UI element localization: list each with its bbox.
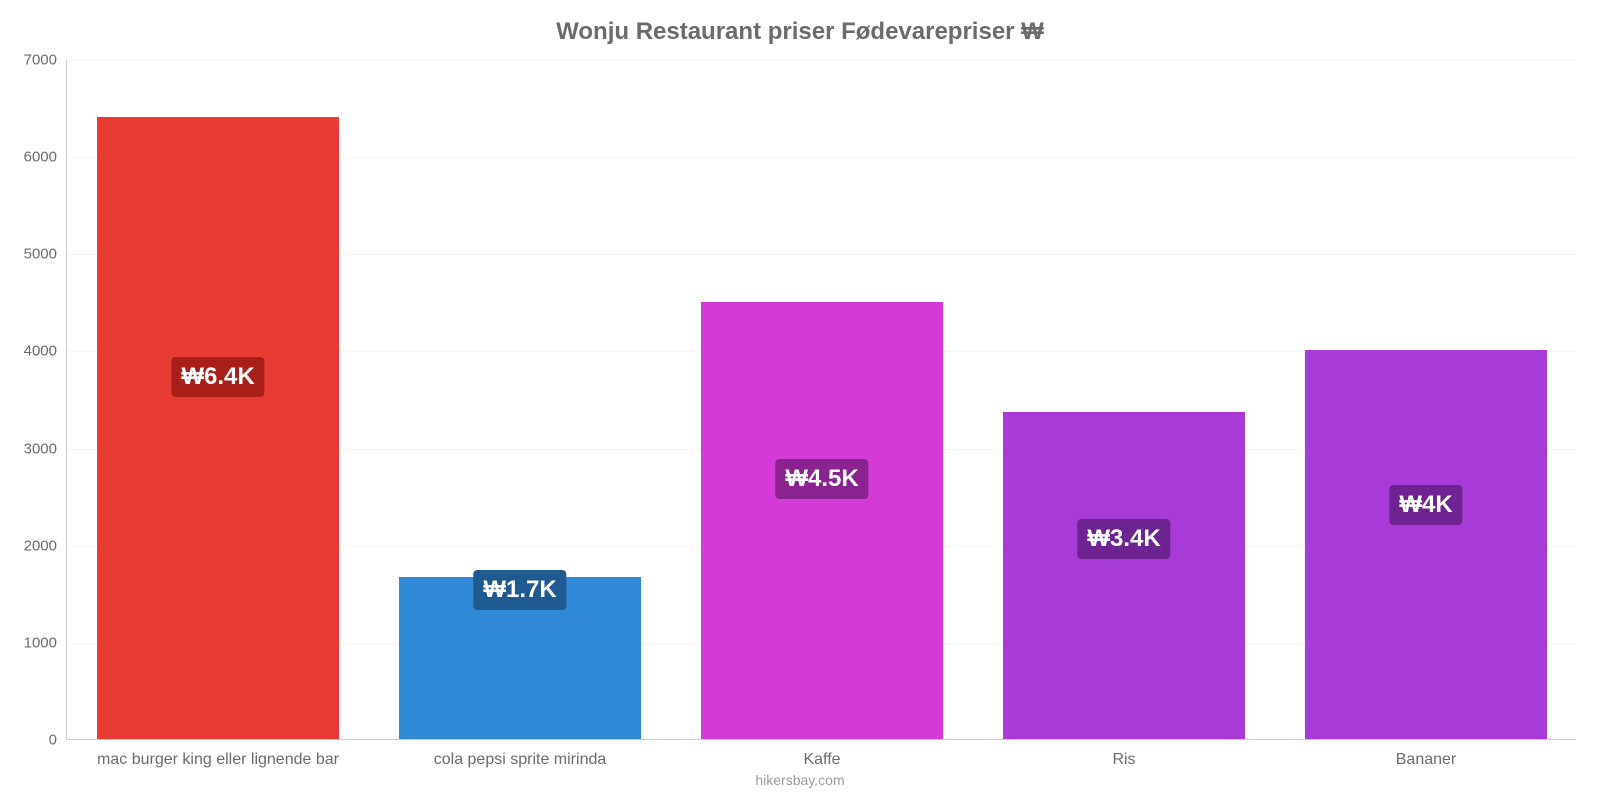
- y-tick-label: 0: [49, 732, 57, 749]
- value-badge: ₩6.4K: [171, 357, 264, 397]
- value-badge: ₩4.5K: [775, 459, 868, 499]
- chart-title: Wonju Restaurant priser Fødevarepriser ₩: [0, 18, 1600, 46]
- value-badge: ₩3.4K: [1077, 519, 1170, 559]
- x-tick-label: Ris: [1112, 751, 1135, 769]
- bar: [1305, 350, 1547, 739]
- plot-area: 01000200030004000500060007000₩6.4Kmac bu…: [66, 60, 1576, 740]
- y-tick-label: 7000: [24, 52, 57, 69]
- x-tick-label: cola pepsi sprite mirinda: [434, 751, 607, 769]
- x-tick-label: Bananer: [1396, 751, 1457, 769]
- bar: [701, 302, 943, 739]
- x-tick-label: mac burger king eller lignende bar: [97, 751, 339, 769]
- x-tick-label: Kaffe: [803, 751, 840, 769]
- y-tick-label: 1000: [24, 634, 57, 651]
- y-tick-label: 3000: [24, 440, 57, 457]
- y-tick-label: 4000: [24, 343, 57, 360]
- value-badge: ₩4K: [1389, 485, 1462, 525]
- attribution-text: hikersbay.com: [0, 772, 1600, 788]
- bar: [97, 117, 339, 739]
- value-badge: ₩1.7K: [473, 570, 566, 610]
- y-tick-label: 5000: [24, 246, 57, 263]
- y-tick-label: 6000: [24, 149, 57, 166]
- grid-line: [67, 60, 1576, 61]
- bar: [1003, 412, 1245, 739]
- chart-container: Wonju Restaurant priser Fødevarepriser ₩…: [0, 0, 1600, 800]
- y-tick-label: 2000: [24, 537, 57, 554]
